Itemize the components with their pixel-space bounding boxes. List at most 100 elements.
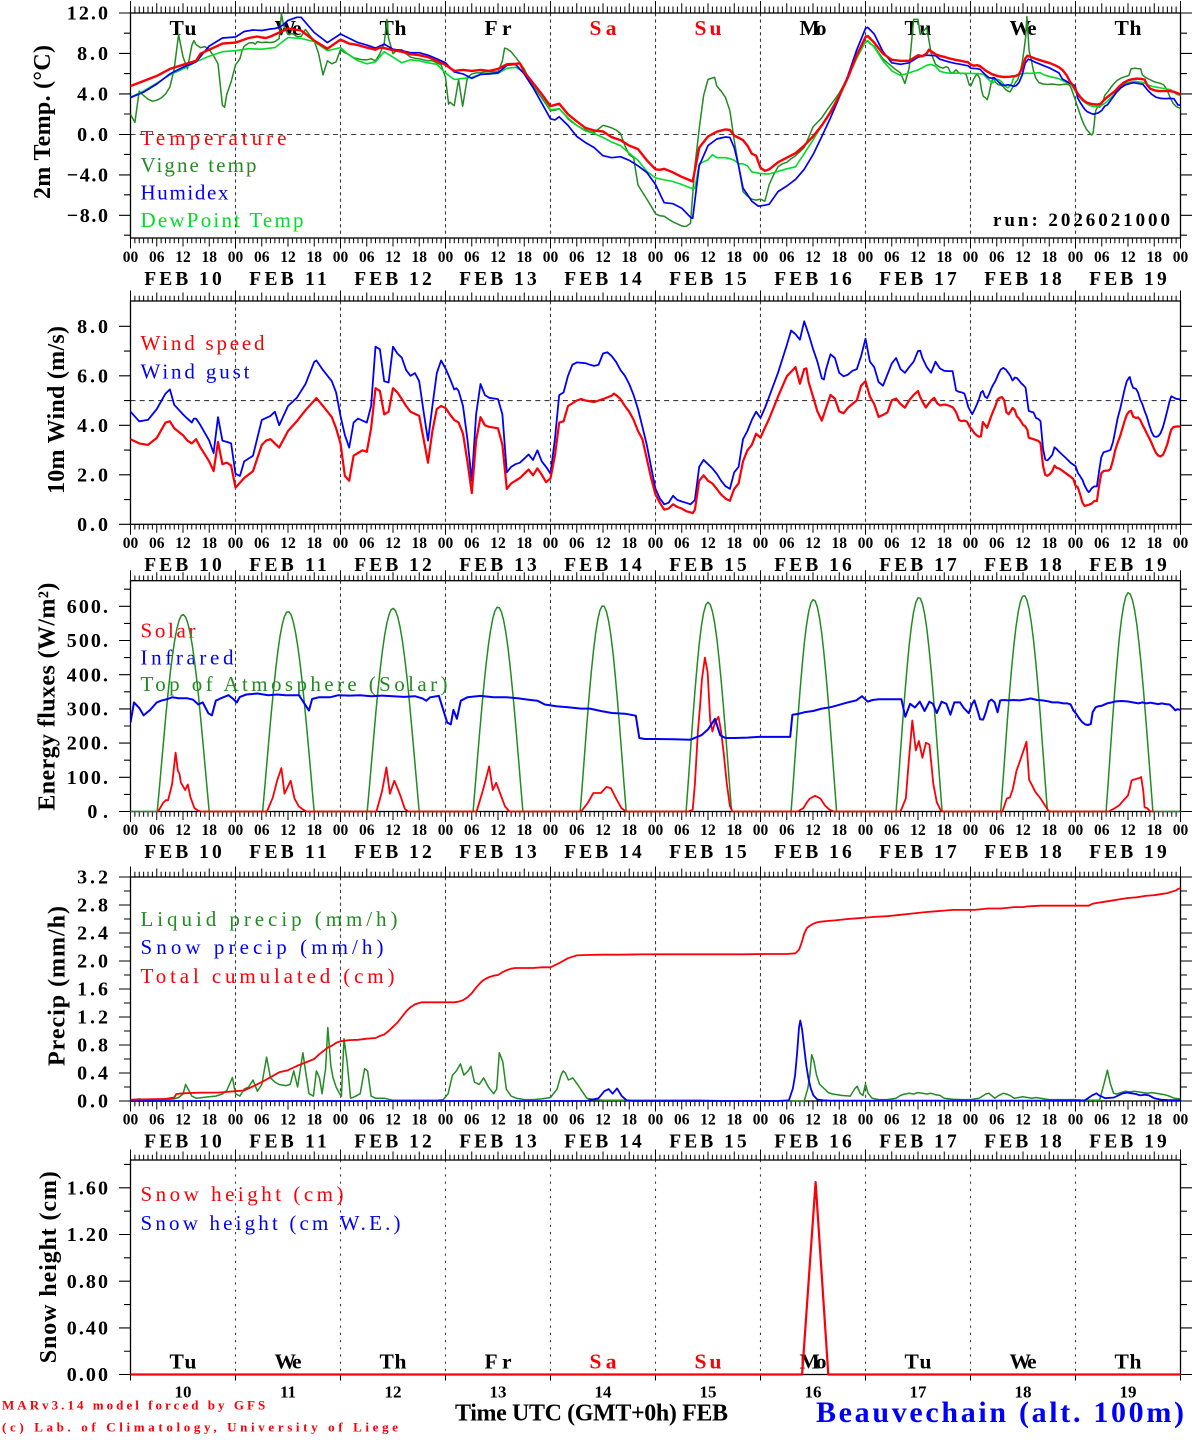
- svg-text:12: 12: [595, 249, 611, 266]
- svg-text:00: 00: [333, 822, 349, 839]
- svg-text:FEB 11: FEB 11: [249, 555, 326, 576]
- svg-text:18: 18: [1146, 1112, 1162, 1129]
- svg-text:06: 06: [674, 535, 690, 552]
- svg-text:00: 00: [438, 822, 454, 839]
- svg-text:FEB 15: FEB 15: [669, 842, 747, 863]
- svg-text:18: 18: [411, 535, 427, 552]
- svg-text:−4.0: −4.0: [67, 165, 108, 187]
- svg-text:06: 06: [779, 535, 795, 552]
- svg-text:Liquid precip (mm/h): Liquid precip (mm/h): [141, 907, 398, 931]
- svg-text:10: 10: [175, 1383, 192, 1402]
- svg-text:Snow precip (mm/h): Snow precip (mm/h): [141, 935, 384, 959]
- svg-text:06: 06: [989, 822, 1005, 839]
- svg-text:15: 15: [700, 1383, 717, 1402]
- svg-text:00: 00: [333, 1112, 349, 1129]
- svg-text:17: 17: [910, 1383, 928, 1402]
- svg-text:00: 00: [753, 1112, 769, 1129]
- svg-text:12: 12: [385, 1383, 402, 1402]
- svg-text:00: 00: [228, 1112, 244, 1129]
- svg-text:00: 00: [333, 249, 349, 266]
- svg-text:12: 12: [280, 249, 296, 266]
- svg-text:Snow height (cm): Snow height (cm): [141, 1182, 344, 1206]
- svg-text:06: 06: [149, 822, 165, 839]
- svg-text:18: 18: [621, 535, 637, 552]
- svg-text:18: 18: [201, 822, 217, 839]
- svg-text:00: 00: [858, 822, 874, 839]
- svg-text:FEB 12: FEB 12: [354, 1132, 431, 1153]
- svg-text:00: 00: [438, 1112, 454, 1129]
- svg-text:12: 12: [175, 535, 191, 552]
- svg-text:FEB 16: FEB 16: [774, 555, 852, 576]
- svg-text:12: 12: [700, 249, 716, 266]
- svg-text:00: 00: [123, 1112, 139, 1129]
- svg-text:18: 18: [201, 1112, 217, 1129]
- svg-text:FEB 10: FEB 10: [144, 842, 221, 863]
- svg-text:18: 18: [726, 249, 742, 266]
- svg-text:0.0: 0.0: [77, 124, 108, 146]
- svg-text:FEB 18: FEB 18: [984, 1132, 1062, 1153]
- svg-text:FEB 12: FEB 12: [354, 555, 431, 576]
- svg-text:8.0: 8.0: [77, 43, 108, 65]
- svg-text:06: 06: [1094, 822, 1110, 839]
- svg-text:18: 18: [411, 1112, 427, 1129]
- svg-text:We: We: [275, 1350, 302, 1374]
- svg-text:00: 00: [648, 535, 664, 552]
- svg-text:00: 00: [648, 249, 664, 266]
- svg-text:18: 18: [516, 249, 532, 266]
- svg-text:00: 00: [543, 249, 559, 266]
- svg-text:Mo: Mo: [800, 16, 827, 40]
- svg-text:0.0: 0.0: [77, 1091, 108, 1113]
- svg-text:FEB 15: FEB 15: [669, 555, 747, 576]
- svg-text:00: 00: [438, 249, 454, 266]
- svg-text:12: 12: [1120, 535, 1136, 552]
- svg-text:12: 12: [490, 1112, 506, 1129]
- svg-text:12: 12: [280, 822, 296, 839]
- svg-text:00: 00: [753, 535, 769, 552]
- svg-text:06: 06: [989, 249, 1005, 266]
- svg-text:Vigne temp: Vigne temp: [141, 153, 257, 177]
- svg-text:18: 18: [936, 1112, 952, 1129]
- svg-text:06: 06: [884, 1112, 900, 1129]
- svg-text:10m Wind (m/s): 10m Wind (m/s): [44, 326, 70, 494]
- svg-text:FEB 19: FEB 19: [1089, 555, 1167, 576]
- svg-text:06: 06: [359, 1112, 375, 1129]
- svg-text:12: 12: [805, 1112, 821, 1129]
- svg-text:Energy fluxes (W/m²): Energy fluxes (W/m²): [34, 583, 60, 811]
- svg-text:FEB 12: FEB 12: [354, 842, 431, 863]
- svg-text:FEB 16: FEB 16: [774, 1132, 852, 1153]
- svg-text:00: 00: [228, 535, 244, 552]
- svg-text:00: 00: [858, 1112, 874, 1129]
- svg-text:19: 19: [1120, 1383, 1137, 1402]
- svg-text:18: 18: [306, 535, 322, 552]
- svg-text:18: 18: [201, 535, 217, 552]
- svg-text:18: 18: [516, 822, 532, 839]
- svg-text:2.4: 2.4: [77, 923, 108, 945]
- svg-text:12: 12: [1120, 249, 1136, 266]
- svg-text:1.2: 1.2: [77, 1007, 108, 1029]
- svg-text:FEB 16: FEB 16: [774, 842, 852, 863]
- svg-text:12: 12: [910, 535, 926, 552]
- svg-text:We: We: [1010, 16, 1037, 40]
- svg-text:18: 18: [516, 1112, 532, 1129]
- svg-text:FEB 12: FEB 12: [354, 269, 431, 290]
- svg-text:12: 12: [280, 1112, 296, 1129]
- svg-text:06: 06: [254, 249, 270, 266]
- svg-text:00: 00: [1173, 249, 1189, 266]
- svg-text:06: 06: [149, 249, 165, 266]
- svg-text:06: 06: [1094, 249, 1110, 266]
- svg-text:4.0: 4.0: [77, 415, 108, 437]
- svg-text:FEB 13: FEB 13: [459, 1132, 537, 1153]
- svg-text:00: 00: [858, 249, 874, 266]
- svg-text:0.0: 0.0: [77, 514, 108, 536]
- svg-text:We: We: [1010, 1350, 1037, 1374]
- svg-text:00: 00: [228, 822, 244, 839]
- svg-text:Time UTC (GMT+0h) FEB: Time UTC (GMT+0h) FEB: [455, 1401, 728, 1427]
- svg-text:00: 00: [1173, 822, 1189, 839]
- svg-text:FEB 17: FEB 17: [879, 555, 957, 576]
- svg-text:18: 18: [201, 249, 217, 266]
- svg-text:0.8: 0.8: [77, 1035, 108, 1057]
- svg-text:06: 06: [569, 535, 585, 552]
- svg-text:Th: Th: [1115, 16, 1142, 40]
- svg-text:00: 00: [648, 822, 664, 839]
- svg-text:0.00: 0.00: [67, 1364, 108, 1386]
